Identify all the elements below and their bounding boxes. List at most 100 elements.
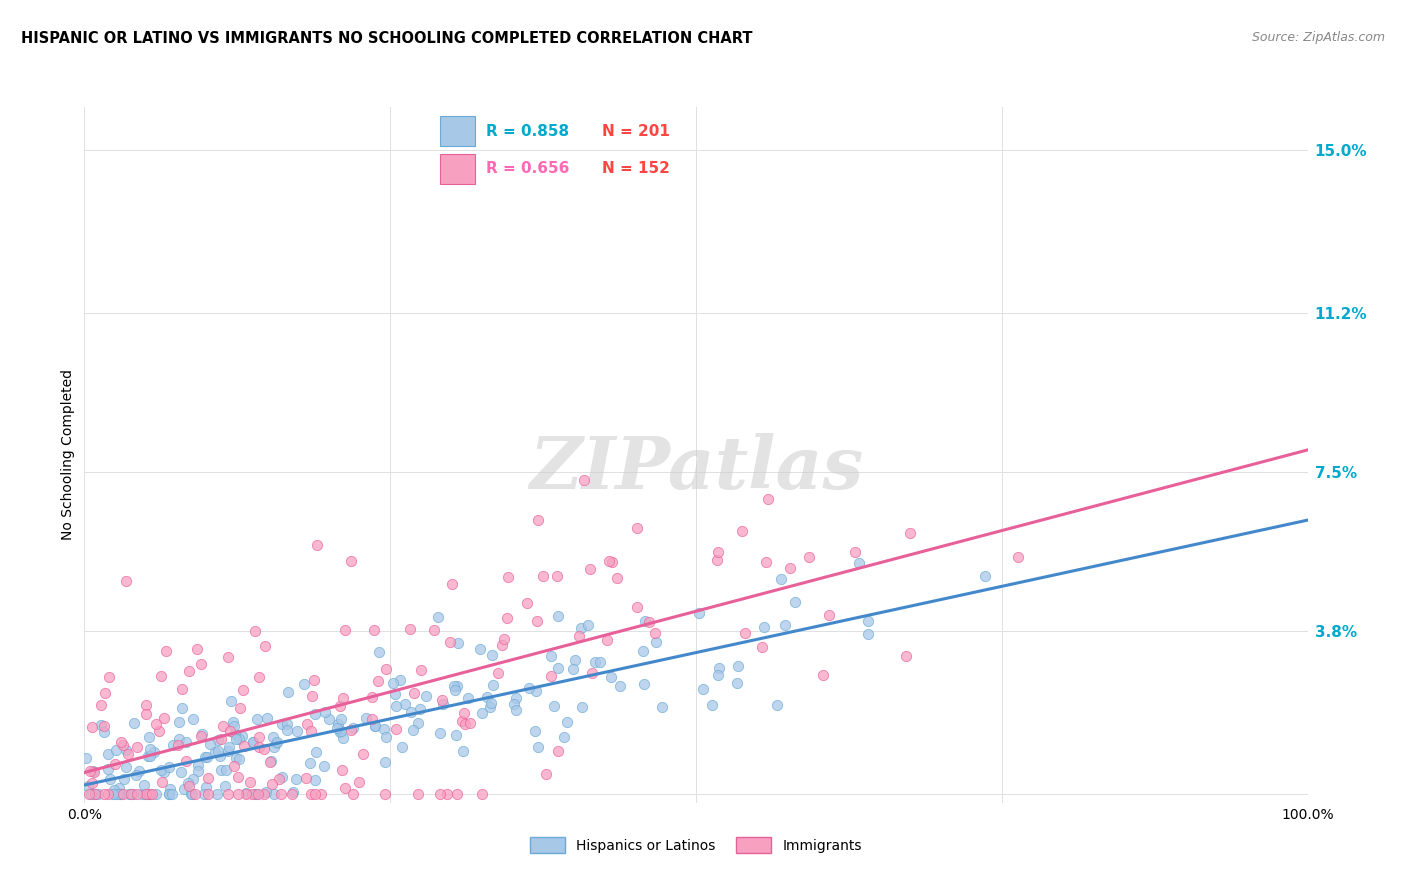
Point [734,625,756,640]
Point [295,717,318,731]
Point [242,735,264,749]
Point [301,689,323,703]
Point [181,712,204,726]
Point [226,787,249,801]
Point [333,780,356,795]
Point [700,698,723,712]
Point [415,689,437,703]
Text: Source: ZipAtlas.com: Source: ZipAtlas.com [1251,31,1385,45]
Point [107,787,129,801]
Text: HISPANIC OR LATINO VS IMMIGRANTS NO SCHOOLING COMPLETED CORRELATION CHART: HISPANIC OR LATINO VS IMMIGRANTS NO SCHO… [21,31,752,46]
Text: R = 0.656: R = 0.656 [486,161,569,177]
Point [555,715,578,730]
Point [429,726,451,740]
Point [583,655,606,669]
Point [152,764,174,779]
Point [222,759,245,773]
Point [173,781,195,796]
Point [281,785,304,799]
Point [120,787,142,801]
Point [118,787,141,801]
Point [218,723,240,738]
Point [298,756,321,771]
Point [755,555,778,569]
Point [329,724,352,739]
Point [974,568,997,582]
Point [103,787,125,801]
Point [174,735,197,749]
Point [644,626,666,640]
Point [332,691,354,706]
Point [364,719,387,733]
Point [496,570,519,584]
Point [270,717,292,731]
Point [212,719,235,733]
Point [228,731,250,746]
Point [187,764,209,778]
Point [136,787,159,801]
Point [79,764,101,778]
Point [430,692,453,706]
Point [547,608,569,623]
Point [707,545,730,559]
Point [224,727,246,741]
Point [187,758,209,772]
Point [600,669,623,683]
Point [457,691,479,706]
Point [169,731,191,746]
Point [197,787,219,801]
Point [245,787,267,801]
Point [503,697,526,711]
Point [239,775,262,789]
Point [598,554,620,568]
Point [440,576,463,591]
Point [103,787,125,801]
Point [194,780,217,795]
Point [692,682,714,697]
Point [103,782,125,797]
Point [150,669,173,683]
Point [439,634,461,648]
Point [125,740,148,755]
Point [259,755,281,769]
Point [329,724,352,739]
Point [363,623,385,637]
Point [779,561,801,575]
Point [166,738,188,752]
Point [409,702,432,716]
Point [638,615,661,629]
Point [305,745,328,759]
Point [263,787,285,801]
Point [90,718,112,732]
Point [398,622,420,636]
Point [157,787,180,801]
Point [97,762,120,776]
Point [401,705,423,719]
Point [568,629,591,643]
Point [479,696,502,710]
Point [785,595,807,609]
Point [148,724,170,739]
Point [447,636,470,650]
Point [260,777,283,791]
Point [145,716,167,731]
Point [277,685,299,699]
Point [571,700,593,714]
Point [394,698,416,712]
Point [495,610,517,624]
Point [596,632,619,647]
Point [526,614,548,628]
Point [706,553,728,567]
Point [150,764,173,778]
Point [453,716,475,731]
Point [134,787,156,801]
Point [115,574,138,589]
Point [231,729,253,743]
Point [159,781,181,796]
Point [444,683,467,698]
Point [381,675,404,690]
Point [222,719,245,733]
Point [135,787,157,801]
Point [122,787,145,801]
Point [143,745,166,759]
